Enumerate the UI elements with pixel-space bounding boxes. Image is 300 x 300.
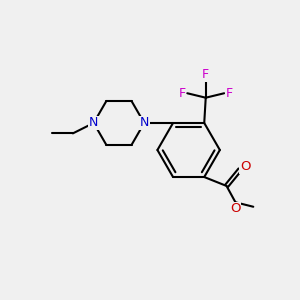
Text: N: N <box>140 116 149 130</box>
Text: O: O <box>240 160 250 173</box>
Text: F: F <box>178 87 185 100</box>
Text: O: O <box>230 202 241 215</box>
Text: F: F <box>226 87 233 100</box>
Text: F: F <box>202 68 209 81</box>
Text: N: N <box>89 116 98 130</box>
